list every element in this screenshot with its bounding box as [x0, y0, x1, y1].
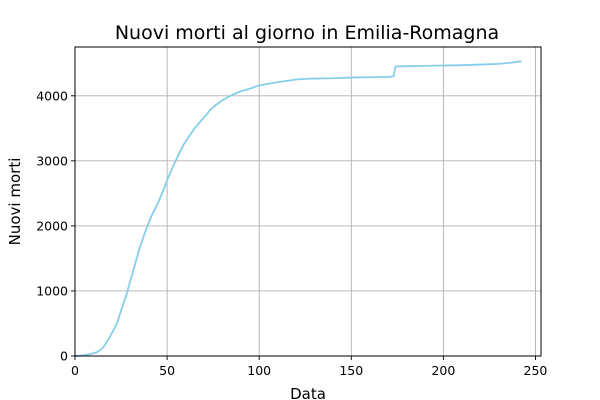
x-axis-ticks: 0 50 100 150 200 250 [71, 356, 547, 378]
y-tick-label: 4000 [36, 88, 68, 103]
series-line [74, 60, 522, 357]
y-tick-label: 2000 [36, 218, 68, 233]
plot-frame [74, 46, 542, 357]
grid [74, 47, 541, 357]
x-tick-label: 50 [159, 363, 175, 378]
x-tick-label: 200 [431, 363, 455, 378]
x-axis-label: Data [290, 385, 326, 400]
x-tick-label: 100 [247, 363, 271, 378]
plot-area [74, 60, 522, 357]
y-tick-label: 0 [60, 349, 68, 364]
x-tick-label: 150 [339, 363, 363, 378]
y-tick-label: 3000 [36, 153, 68, 168]
x-tick-label: 0 [71, 363, 79, 378]
y-axis-label: Nuovi morti [6, 158, 24, 246]
chart-title: Nuovi morti al giorno in Emilia-Romagna [115, 22, 499, 44]
x-tick-label: 250 [524, 363, 548, 378]
y-axis-ticks: 0 1000 2000 3000 4000 [36, 88, 75, 364]
y-tick-label: 1000 [36, 283, 68, 298]
